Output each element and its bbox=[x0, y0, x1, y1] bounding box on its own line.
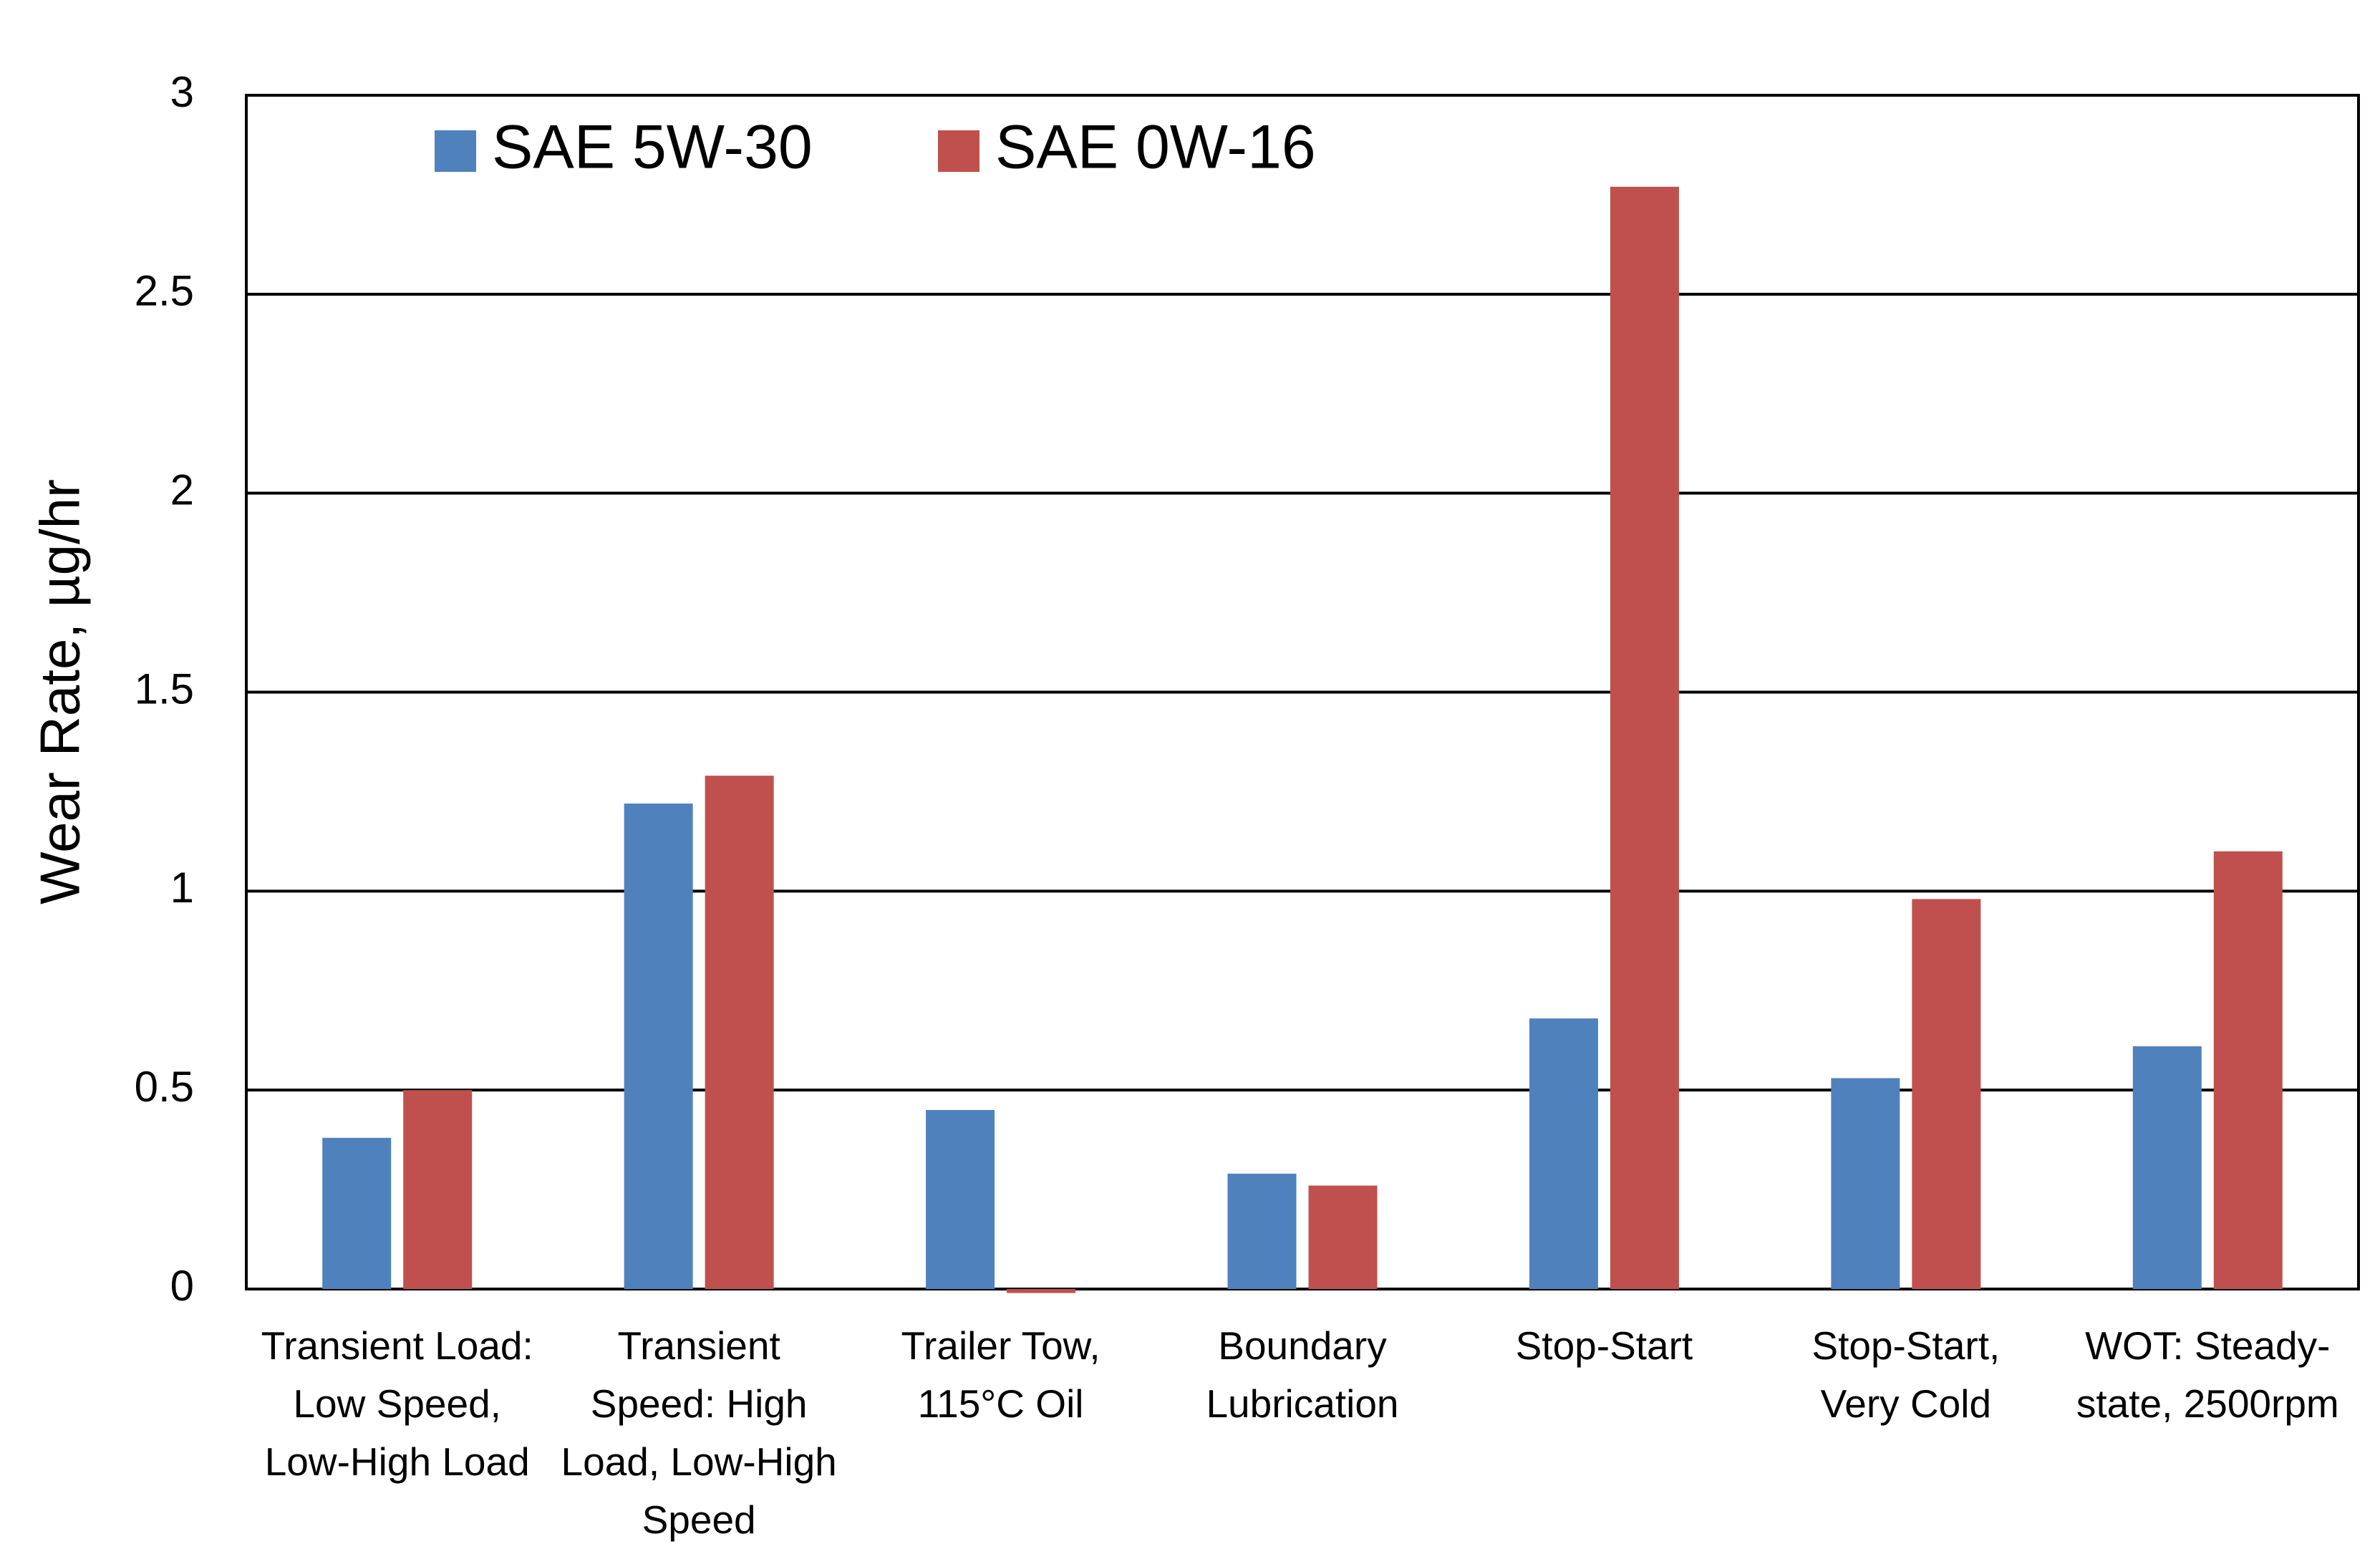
x-tick-label: WOT: Steady-state, 2500rpm bbox=[2076, 1323, 2339, 1426]
y-tick-label: 2.5 bbox=[135, 267, 194, 315]
bar bbox=[705, 776, 774, 1289]
x-tick-label: Trailer Tow, 115°C Oil bbox=[901, 1323, 1100, 1426]
bar bbox=[926, 1109, 995, 1289]
bar bbox=[1007, 1289, 1076, 1293]
legend-label: SAE 0W-16 bbox=[995, 113, 1316, 182]
bar bbox=[624, 804, 693, 1289]
y-tick-label: 0 bbox=[170, 1262, 194, 1310]
bar bbox=[403, 1090, 473, 1289]
bar bbox=[1529, 1018, 1598, 1289]
x-tick-label: Boundary Lubrication bbox=[1206, 1323, 1398, 1426]
x-tick-label: Transient Speed: High Load, Low-High Speed bbox=[561, 1323, 837, 1542]
bar bbox=[2213, 851, 2283, 1289]
y-tick-label: 1.5 bbox=[135, 665, 194, 713]
y-tick-label: 0.5 bbox=[135, 1063, 194, 1111]
bar bbox=[1308, 1185, 1378, 1289]
bar bbox=[1227, 1173, 1297, 1289]
y-tick-label: 3 bbox=[170, 68, 194, 116]
bar bbox=[2132, 1046, 2202, 1289]
bar bbox=[1912, 899, 1981, 1289]
x-tick-label: Stop-Start bbox=[1516, 1323, 1693, 1368]
legend-label: SAE 5W-30 bbox=[492, 113, 813, 182]
x-tick-label: Transient Load: Low Speed, Low-High Load bbox=[261, 1323, 533, 1484]
legend-swatch bbox=[435, 130, 476, 172]
legend-swatch bbox=[938, 130, 979, 172]
plot-frame bbox=[245, 94, 2360, 1290]
bar bbox=[322, 1137, 392, 1289]
y-tick-label: 1 bbox=[170, 864, 194, 912]
x-tick-label: Stop-Start, Very Cold bbox=[1811, 1323, 2000, 1426]
bar bbox=[1610, 186, 1679, 1289]
bar bbox=[1831, 1078, 1900, 1289]
y-axis-title: Wear Rate, µg/hr bbox=[29, 479, 92, 904]
y-tick-label: 2 bbox=[170, 466, 194, 514]
